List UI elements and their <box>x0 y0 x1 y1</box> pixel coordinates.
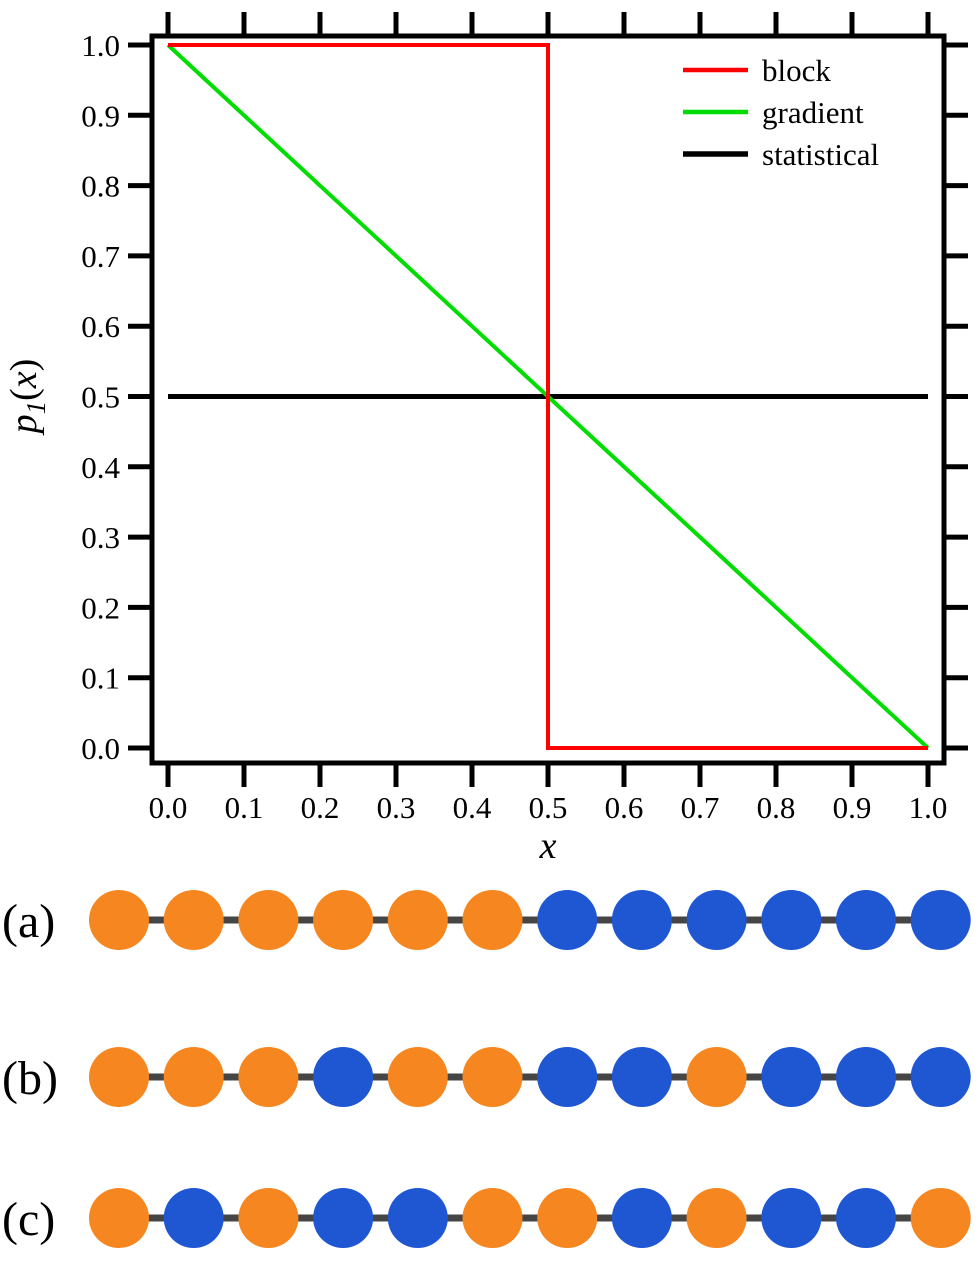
bead-blue <box>836 1047 896 1107</box>
x-tick-label: 0.3 <box>377 790 416 825</box>
y-tick-label: 0.5 <box>81 380 120 415</box>
y-tick-label: 0.3 <box>81 520 120 555</box>
x-axis-label: x <box>539 825 557 867</box>
y-axis-label: p1(x) <box>3 359 51 437</box>
bead-blue <box>761 1047 822 1107</box>
x-tick-label: 0.6 <box>605 790 644 825</box>
y-tick-label: 0.7 <box>81 239 120 274</box>
bead-blue <box>611 1047 672 1107</box>
bead-orange <box>238 1188 299 1248</box>
bead-orange <box>163 1047 224 1107</box>
y-tick-label: 0.1 <box>81 661 120 696</box>
bead-blue <box>836 890 896 950</box>
legend-label-block: block <box>762 53 831 88</box>
y-tick-label: 0.8 <box>81 169 120 204</box>
plot-frame <box>149 33 947 766</box>
bead-blue <box>910 1047 971 1107</box>
chain-label: (b) <box>2 1052 58 1105</box>
bead-blue <box>761 1188 822 1248</box>
bead-blue <box>910 890 971 950</box>
x-tick-label: 0.7 <box>681 790 720 825</box>
y-tick-label: 0.6 <box>81 309 120 344</box>
chain-diagrams: (a) (b) (c) <box>2 890 971 1248</box>
bead-orange <box>910 1188 971 1248</box>
y-tick-label: 0.2 <box>81 590 120 625</box>
chain-label: (a) <box>2 895 55 948</box>
chain-row: (b) <box>2 1047 971 1107</box>
y-tick-label: 0.9 <box>81 98 120 133</box>
x-tick-label: 0.8 <box>757 790 796 825</box>
y-tick-label: 0.0 <box>81 731 120 766</box>
bead-orange <box>462 890 523 950</box>
bead-orange <box>462 1188 523 1248</box>
legend-label-statistical: statistical <box>762 137 879 172</box>
bead-blue <box>313 1188 374 1248</box>
x-tick-label: 0.2 <box>301 790 340 825</box>
bead-orange <box>89 890 149 950</box>
bead-orange <box>89 1047 149 1107</box>
bead-orange <box>537 1188 598 1248</box>
bead-orange <box>238 1047 299 1107</box>
y-tick-label: 0.4 <box>81 450 120 485</box>
x-tick-label: 0.9 <box>833 790 872 825</box>
chain-label: (c) <box>2 1193 55 1246</box>
bead-blue <box>836 1188 896 1248</box>
y-tick-label: 1.0 <box>81 28 120 63</box>
bead-orange <box>387 1047 448 1107</box>
bead-orange <box>89 1188 149 1248</box>
bead-orange <box>462 1047 523 1107</box>
x-tick-label: 1.0 <box>909 790 948 825</box>
chain-row: (a) <box>2 890 971 950</box>
bead-blue <box>611 890 672 950</box>
series-block <box>168 43 928 750</box>
bead-orange <box>163 890 224 950</box>
bead-blue <box>761 890 822 950</box>
bead-orange <box>686 1188 747 1248</box>
composition-profile-chart: 0.0 0.1 0.2 0.3 0.4 0.5 0.6 0.7 0.8 0.9 1.0 0.0 0.1 0… <box>3 12 968 867</box>
bead-blue <box>537 1047 598 1107</box>
x-tick-label: 0.4 <box>453 790 492 825</box>
bead-blue <box>537 890 598 950</box>
bead-orange <box>387 890 448 950</box>
bead-orange <box>238 890 299 950</box>
x-tick-label: 0.5 <box>529 790 568 825</box>
bead-orange <box>686 1047 747 1107</box>
x-tick-label: 0.0 <box>149 790 188 825</box>
chart-generated-content: 0.0 0.1 0.2 0.3 0.4 0.5 0.6 0.7 0.8 0.9 1.0 0.0 0.1 0… <box>81 12 968 825</box>
bead-blue <box>611 1188 672 1248</box>
legend-label-gradient: gradient <box>762 95 864 130</box>
chain-row: (c) <box>2 1188 971 1248</box>
bead-orange <box>313 890 374 950</box>
bead-blue <box>163 1188 224 1248</box>
bead-blue <box>387 1188 448 1248</box>
bead-blue <box>686 890 747 950</box>
x-tick-label: 0.1 <box>225 790 264 825</box>
bead-blue <box>313 1047 374 1107</box>
